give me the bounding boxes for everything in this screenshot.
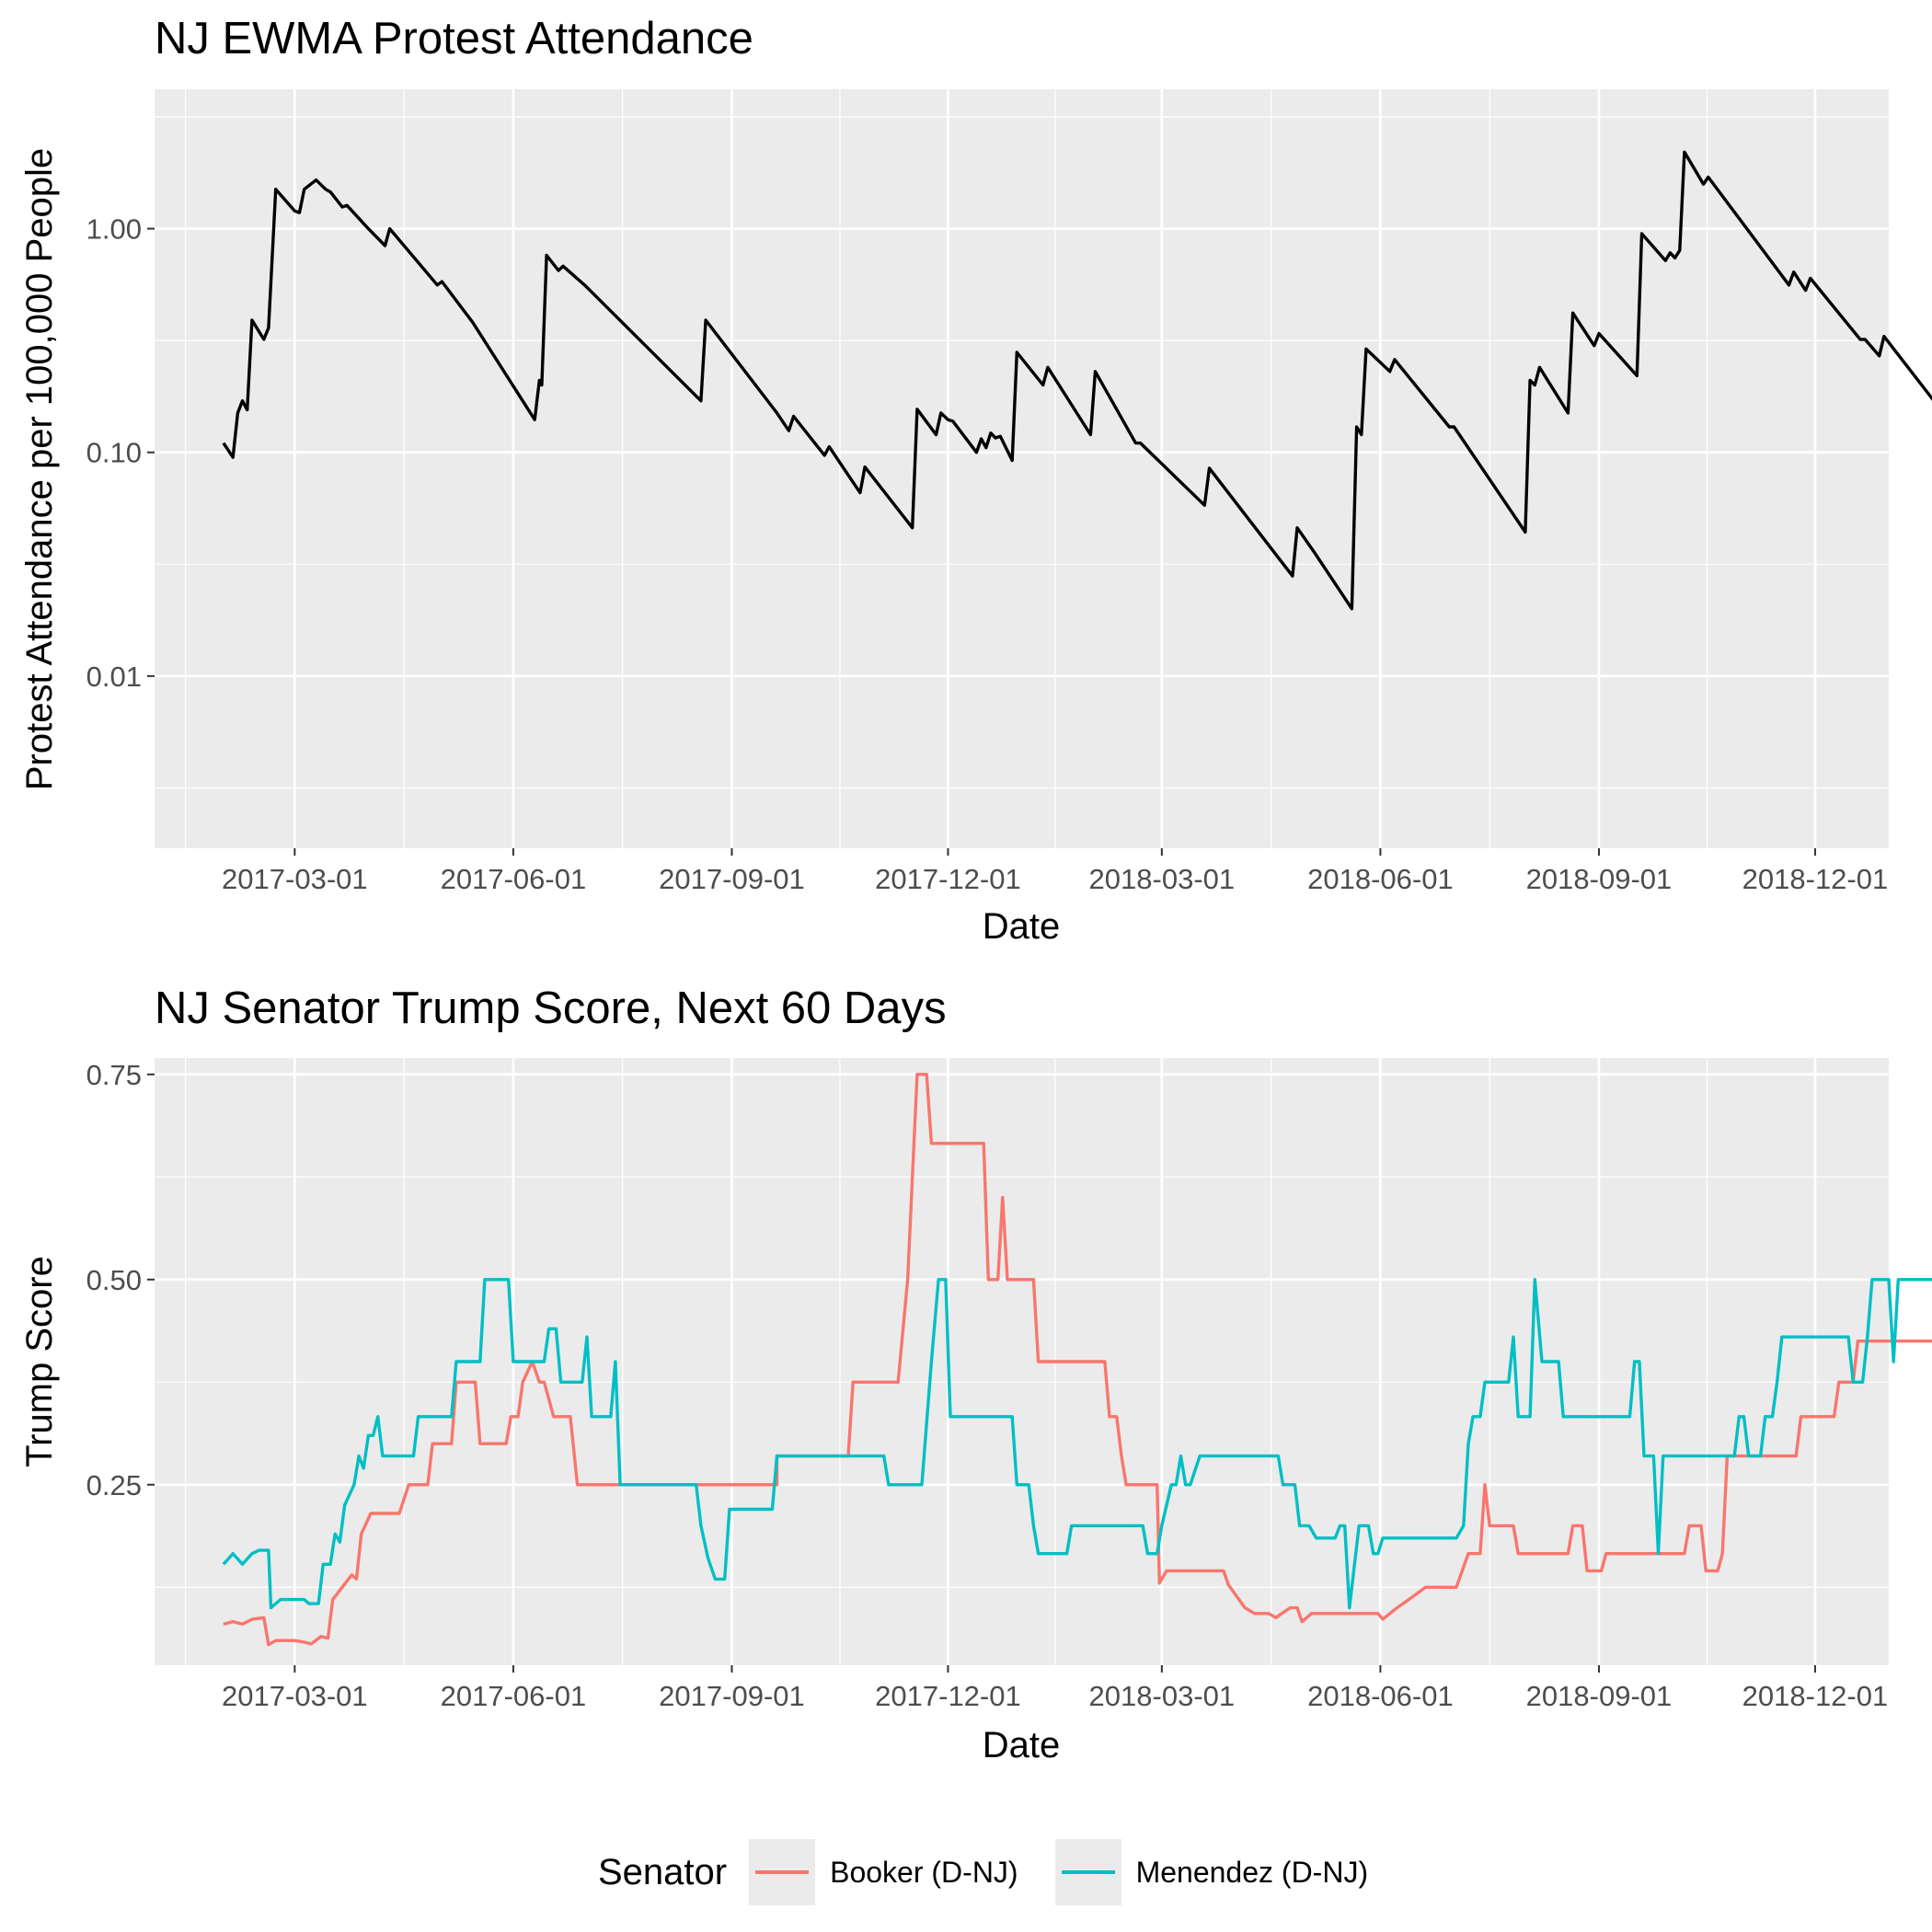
series-line-menendez: [222, 1278, 1932, 1610]
panel-attendance-ylabel: Protest Attendance per 100,000 People: [19, 148, 60, 790]
x-tick-label: 2017-06-01: [441, 863, 587, 895]
panel-trump-score-bg: [155, 1058, 1889, 1665]
panel-trump-score-xlabel: Date: [983, 1725, 1061, 1765]
y-tick-label: 0.10: [86, 437, 142, 469]
legend-key-menendez: [1054, 1839, 1121, 1905]
legend-swatch-menendez: [1061, 1870, 1115, 1874]
panel-attendance-bg: [155, 89, 1889, 848]
panel-attendance-series: [222, 150, 1932, 611]
legend-label-menendez: Menendez (D-NJ): [1135, 1855, 1369, 1889]
legend-swatch-booker: [755, 1870, 810, 1874]
y-tick-label: 0.01: [86, 661, 142, 693]
y-tick-label: 0.75: [86, 1059, 142, 1091]
x-tick-label: 2017-12-01: [875, 863, 1021, 895]
panel-trump-score-title: NJ Senator Trump Score, Next 60 Days: [155, 983, 947, 1033]
series-line-booker: [223, 1073, 1932, 1647]
y-tick-label: 0.50: [86, 1264, 142, 1296]
panel-trump-score-series: [222, 1073, 1932, 1647]
y-tick-label: 1.00: [86, 213, 142, 246]
series-line-attendance: [222, 150, 1932, 611]
x-tick-label: 2018-06-01: [1307, 1680, 1454, 1712]
panel-trump-score: 2017-03-01 2017-06-01 2017-09-01 2017-12-01…: [19, 1058, 1932, 1765]
x-tick-label: 2017-06-01: [441, 1680, 587, 1712]
panel-attendance-grid: [155, 89, 1889, 848]
legend: Senator Booker (D-NJ) Menendez (D-NJ): [598, 1831, 1405, 1914]
x-tick-label: 2018-09-01: [1526, 863, 1673, 895]
panel-attendance: 2017-03-01 2017-06-01 2017-09-01 2017-12-01…: [19, 89, 1932, 947]
x-tick-label: 2018-06-01: [1307, 863, 1454, 895]
panel-attendance-xlabel: Date: [983, 906, 1061, 947]
x-tick-label: 2017-09-01: [659, 1680, 805, 1712]
x-tick-label: 2017-03-01: [222, 1680, 368, 1712]
x-tick-label: 2018-12-01: [1742, 1680, 1889, 1712]
legend-label-booker: Booker (D-NJ): [830, 1855, 1018, 1889]
x-tick-label: 2017-12-01: [875, 1680, 1021, 1712]
x-tick-label: 2017-03-01: [222, 863, 368, 895]
x-tick-label: 2018-09-01: [1526, 1680, 1673, 1712]
panel-trump-score-ylabel: Trump Score: [19, 1256, 60, 1467]
legend-title: Senator: [598, 1851, 728, 1892]
panel-attendance-axes: 2017-03-01 2017-06-01 2017-09-01 2017-12-01…: [86, 213, 1889, 895]
x-tick-label: 2018-03-01: [1089, 863, 1236, 895]
legend-key-booker: [749, 1839, 816, 1905]
y-tick-label: 0.25: [86, 1469, 142, 1501]
x-tick-label: 2017-09-01: [659, 863, 805, 895]
panel-attendance-title: NJ EWMA Protest Attendance: [155, 14, 753, 63]
x-tick-label: 2018-03-01: [1089, 1680, 1236, 1712]
x-tick-label: 2018-12-01: [1742, 863, 1889, 895]
panel-trump-score-axes: 2017-03-01 2017-06-01 2017-09-01 2017-12-01…: [86, 1059, 1889, 1712]
